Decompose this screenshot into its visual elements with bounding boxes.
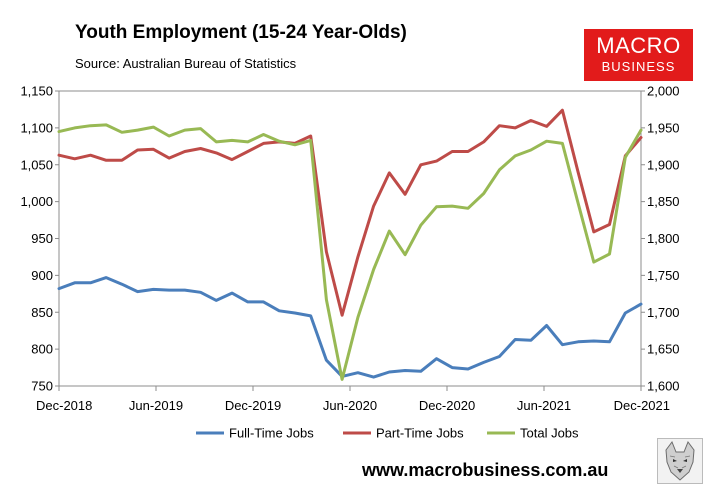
- y-right-tick-label: 1,900: [647, 157, 680, 172]
- x-tick-label: Dec-2021: [614, 398, 670, 413]
- y-left-tick-label: 800: [31, 342, 53, 357]
- y-axis-right: 1,600 1,650 1,700 1,750 1,800 1,850 1,900 1,950…: [641, 84, 680, 394]
- legend-label-total: Total Jobs: [520, 426, 579, 441]
- series-line-total: [57, 123, 643, 381]
- y-left-tick-label: 1,150: [20, 84, 53, 99]
- x-tick-label: Jun-2021: [517, 398, 571, 413]
- y-left-tick-label: 1,000: [20, 194, 53, 209]
- y-axis-left: 750 800 850 900 950 1,000 1,050 1,100 1,150: [20, 84, 59, 394]
- y-left-tick-label: 950: [31, 231, 53, 246]
- legend: Full-Time Jobs Part-Time Jobs Total Jobs: [196, 426, 579, 441]
- x-tick-label: Dec-2018: [36, 398, 92, 413]
- series-line-part-time: [57, 108, 643, 317]
- legend-label-full-time: Full-Time Jobs: [229, 426, 314, 441]
- chart-source: Source: Australian Bureau of Statistics: [75, 56, 297, 71]
- y-right-tick-label: 1,950: [647, 120, 680, 135]
- x-tick-label: Jun-2020: [323, 398, 377, 413]
- y-right-tick-label: 1,750: [647, 268, 680, 283]
- y-right-tick-label: 1,650: [647, 342, 680, 357]
- y-right-tick-label: 1,850: [647, 194, 680, 209]
- y-left-tick-label: 750: [31, 379, 53, 394]
- y-left-tick-label: 1,050: [20, 157, 53, 172]
- plot-area: [58, 90, 642, 387]
- x-tick-label: Jun-2019: [129, 398, 183, 413]
- x-tick-label: Dec-2020: [419, 398, 475, 413]
- series-line-full-time: [57, 276, 643, 379]
- y-left-tick-label: 850: [31, 305, 53, 320]
- logo-line-1: MACRO: [596, 33, 681, 58]
- y-right-tick-label: 1,700: [647, 305, 680, 320]
- chart-title: Youth Employment (15-24 Year-Olds): [75, 22, 407, 43]
- x-axis: Dec-2018 Jun-2019 Dec-2019 Jun-2020 Dec-2020…: [36, 386, 670, 413]
- y-left-tick-label: 900: [31, 268, 53, 283]
- y-right-tick-label: 1,600: [647, 379, 680, 394]
- macrobusiness-logo: MACRO BUSINESS: [584, 29, 693, 81]
- y-right-tick-label: 1,800: [647, 231, 680, 246]
- y-right-tick-label: 2,000: [647, 84, 680, 99]
- logo-line-2: BUSINESS: [601, 59, 676, 74]
- y-left-tick-label: 1,100: [20, 120, 53, 135]
- x-tick-label: Dec-2019: [225, 398, 281, 413]
- legend-label-part-time: Part-Time Jobs: [376, 426, 464, 441]
- wolf-icon: [657, 438, 703, 484]
- footer-url: www.macrobusiness.com.au: [362, 460, 609, 480]
- series-lines: [57, 108, 643, 381]
